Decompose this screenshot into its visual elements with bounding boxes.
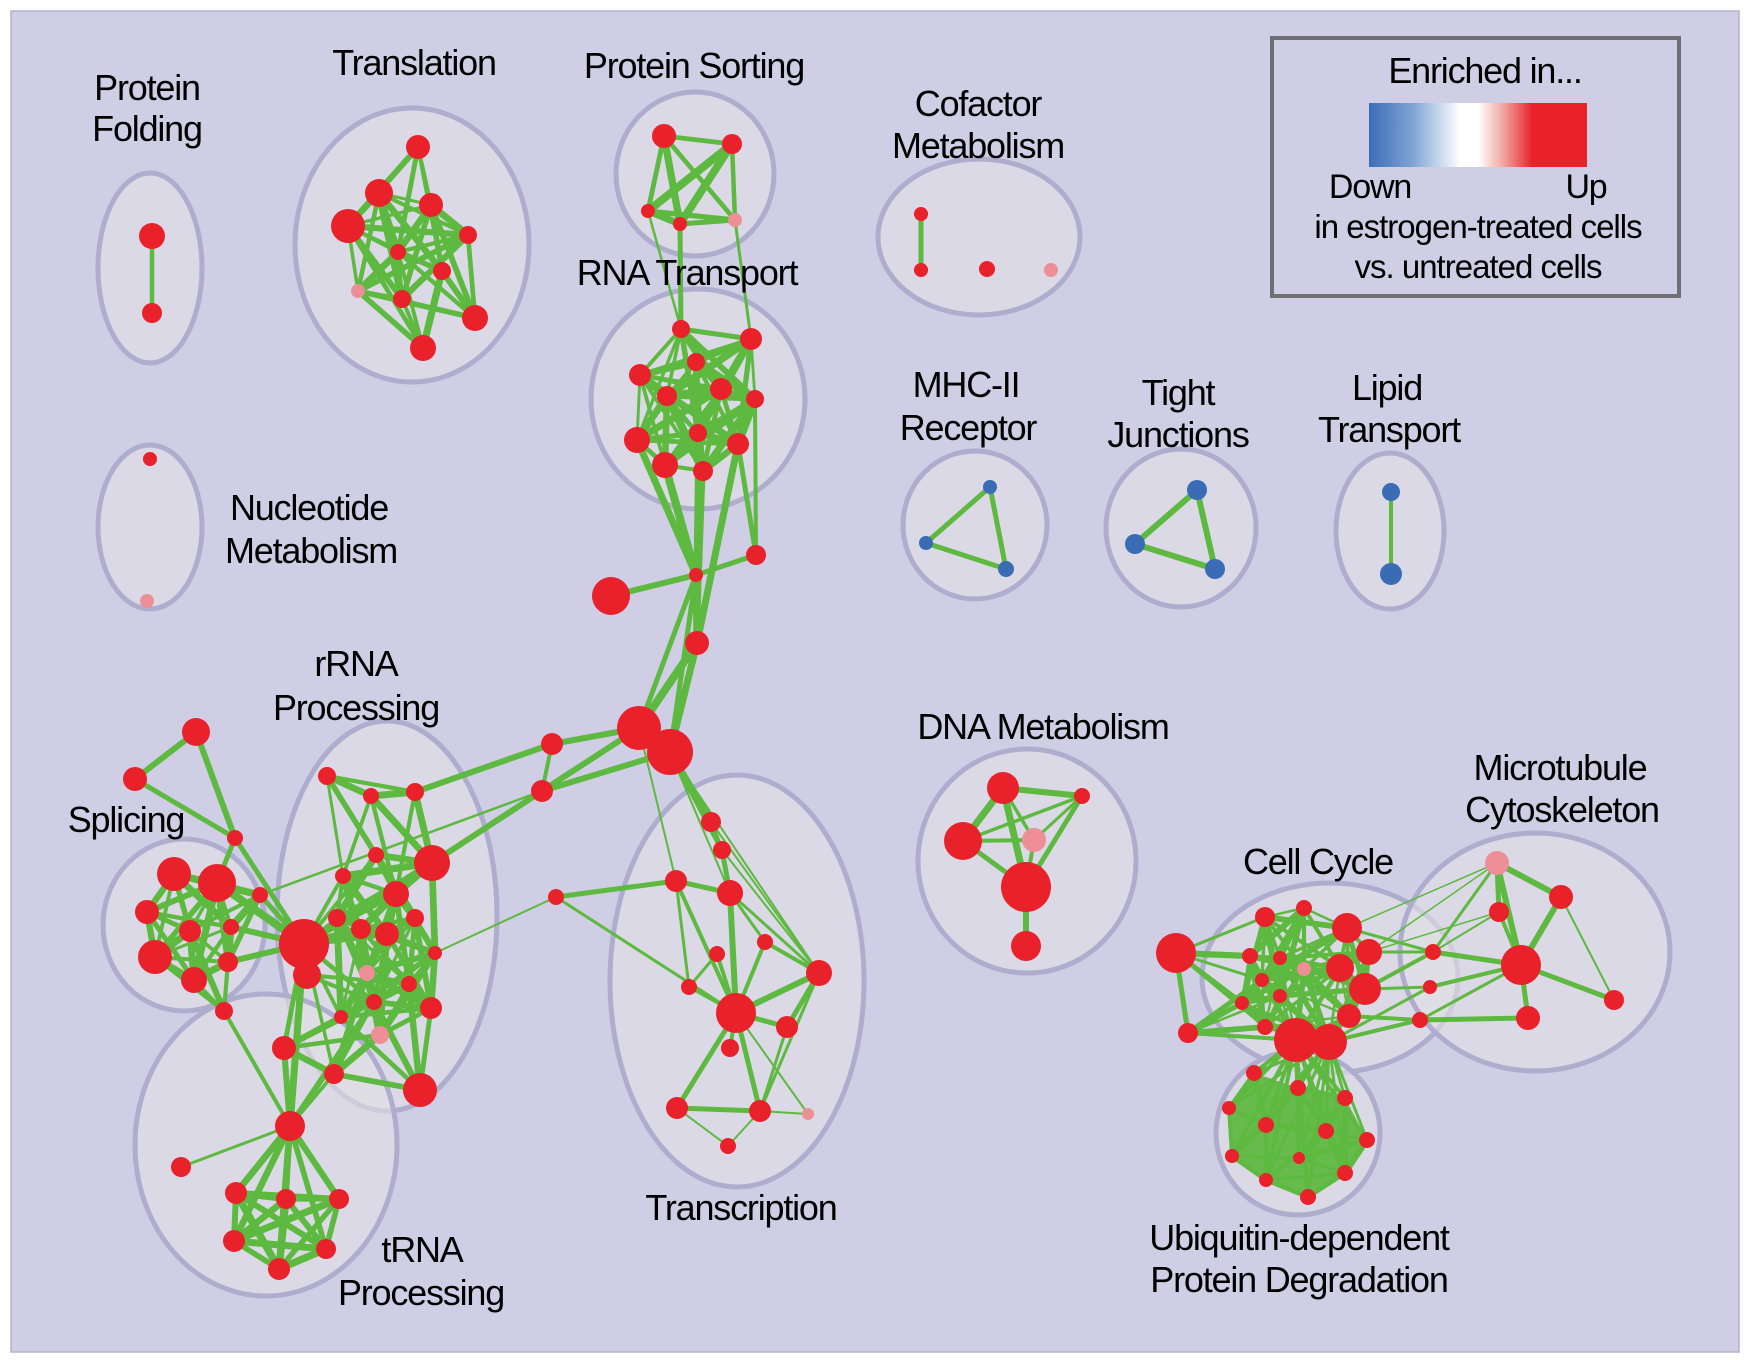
svg-text:DNA Metabolism: DNA Metabolism: [917, 706, 1168, 747]
svg-text:rRNA: rRNA: [314, 643, 398, 684]
svg-text:Transport: Transport: [1318, 409, 1461, 450]
svg-text:Cell Cycle: Cell Cycle: [1243, 841, 1393, 882]
svg-text:Tight: Tight: [1142, 372, 1216, 413]
svg-text:Ubiquitin-dependent: Ubiquitin-dependent: [1149, 1217, 1450, 1258]
svg-text:Cytoskeleton: Cytoskeleton: [1465, 789, 1659, 830]
svg-text:Translation: Translation: [332, 42, 496, 83]
svg-text:RNA Transport: RNA Transport: [577, 252, 799, 293]
svg-text:Metabolism: Metabolism: [892, 125, 1064, 166]
svg-text:Protein Degradation: Protein Degradation: [1150, 1259, 1447, 1300]
svg-text:MHC-II: MHC-II: [913, 364, 1020, 405]
svg-text:Enriched in...: Enriched in...: [1388, 50, 1581, 91]
svg-text:Junctions: Junctions: [1107, 414, 1248, 455]
svg-text:Processing: Processing: [273, 687, 439, 728]
svg-text:Protein: Protein: [94, 67, 200, 108]
svg-text:in estrogen-treated cells: in estrogen-treated cells: [1314, 208, 1642, 245]
svg-text:Lipid: Lipid: [1352, 367, 1422, 408]
svg-text:tRNA: tRNA: [381, 1229, 463, 1270]
svg-text:Receptor: Receptor: [900, 407, 1038, 448]
svg-text:vs. untreated cells: vs. untreated cells: [1355, 248, 1602, 285]
svg-text:Down: Down: [1329, 168, 1411, 206]
svg-text:Transcription: Transcription: [645, 1187, 836, 1228]
svg-text:Cofactor: Cofactor: [915, 83, 1043, 124]
svg-text:Folding: Folding: [92, 108, 202, 149]
svg-text:Nucleotide: Nucleotide: [230, 487, 388, 528]
svg-text:Microtubule: Microtubule: [1474, 747, 1647, 788]
svg-text:Splicing: Splicing: [68, 799, 184, 840]
svg-text:Processing: Processing: [338, 1272, 504, 1313]
svg-text:Protein Sorting: Protein Sorting: [584, 45, 804, 86]
svg-text:Metabolism: Metabolism: [225, 530, 397, 571]
svg-text:Up: Up: [1565, 168, 1606, 206]
